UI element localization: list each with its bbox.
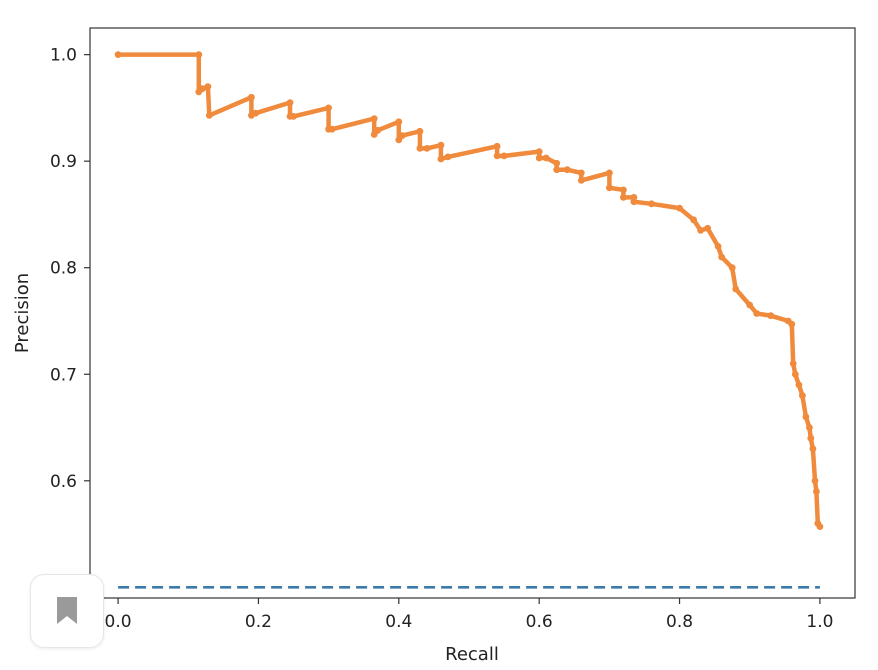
- curve-point: [563, 166, 571, 174]
- curve-point: [577, 169, 585, 177]
- curve-point: [437, 155, 445, 163]
- curve-point: [416, 127, 424, 135]
- curve-point: [620, 186, 627, 194]
- x-tick-label: 1.0: [806, 612, 833, 632]
- x-tick-label: 0.2: [245, 612, 272, 632]
- curve-point: [809, 445, 817, 453]
- curve-point: [799, 392, 806, 399]
- curve-point: [704, 224, 711, 232]
- curve-point: [789, 360, 797, 367]
- curve-point: [195, 51, 203, 58]
- curve-point: [690, 216, 697, 224]
- curve-point: [753, 310, 761, 317]
- y-tick-label: 0.9: [50, 152, 77, 172]
- curve-point: [795, 381, 803, 389]
- curve-point: [416, 145, 424, 152]
- curve-point: [767, 312, 775, 320]
- curve-point: [204, 83, 212, 90]
- curve-point: [493, 152, 501, 160]
- curve-point: [328, 125, 336, 133]
- x-axis-label: Recall: [445, 644, 499, 665]
- curve-point: [395, 118, 403, 126]
- curve-point: [732, 285, 740, 293]
- x-tick-label: 0.0: [105, 612, 132, 632]
- curve-point: [252, 109, 259, 117]
- curve-point: [493, 142, 501, 150]
- curve-point: [816, 523, 824, 530]
- y-tick-label: 0.6: [50, 472, 77, 492]
- data-series: [114, 51, 824, 589]
- curve-point: [807, 434, 815, 442]
- curve-point: [423, 145, 431, 152]
- curve-point: [714, 243, 722, 250]
- curve-point: [114, 51, 122, 58]
- curve-point: [205, 112, 213, 119]
- curve-point: [620, 194, 627, 201]
- curve-point: [728, 264, 736, 272]
- curve-point: [606, 184, 613, 192]
- y-tick-label: 0.7: [50, 365, 77, 385]
- curve-point: [444, 153, 452, 161]
- curve-point: [500, 152, 508, 160]
- curve-point: [606, 169, 613, 177]
- curve-point: [286, 99, 294, 106]
- curve-point: [630, 198, 638, 206]
- y-tick-label: 1.0: [50, 46, 77, 66]
- curve-point: [290, 113, 297, 120]
- y-tick-label: 0.8: [50, 259, 77, 279]
- curve-point: [437, 141, 445, 149]
- x-tick-label: 0.6: [526, 612, 553, 632]
- precision-recall-curve: [115, 52, 823, 529]
- bookmark-icon: [57, 597, 77, 624]
- bookmark-button[interactable]: [30, 574, 104, 648]
- curve-point: [248, 93, 255, 101]
- curve-point: [577, 177, 585, 184]
- curve-point: [806, 424, 813, 431]
- curve-point: [535, 154, 543, 162]
- curve-point: [697, 227, 704, 234]
- curve-point: [802, 413, 810, 421]
- curve-point: [325, 104, 332, 112]
- curve-point: [398, 132, 406, 140]
- curve-point: [746, 301, 754, 309]
- curve-point: [811, 477, 819, 485]
- x-tick-label: 0.4: [385, 612, 412, 632]
- x-tick-label: 0.8: [666, 612, 693, 632]
- curve-point: [788, 320, 796, 328]
- curve-point: [676, 204, 683, 212]
- curve-point: [553, 159, 561, 167]
- y-axis-label: Precision: [12, 273, 33, 353]
- curve-point: [535, 148, 543, 156]
- curve-point: [648, 200, 655, 208]
- curve-point: [553, 166, 561, 174]
- curve-point: [370, 115, 378, 122]
- curve-point: [813, 488, 820, 495]
- curve-point: [198, 85, 206, 93]
- curve-point: [374, 126, 382, 134]
- curve-point: [718, 253, 726, 261]
- plot-area: [89, 27, 856, 599]
- curve-point: [791, 370, 799, 378]
- curve-point: [542, 154, 550, 162]
